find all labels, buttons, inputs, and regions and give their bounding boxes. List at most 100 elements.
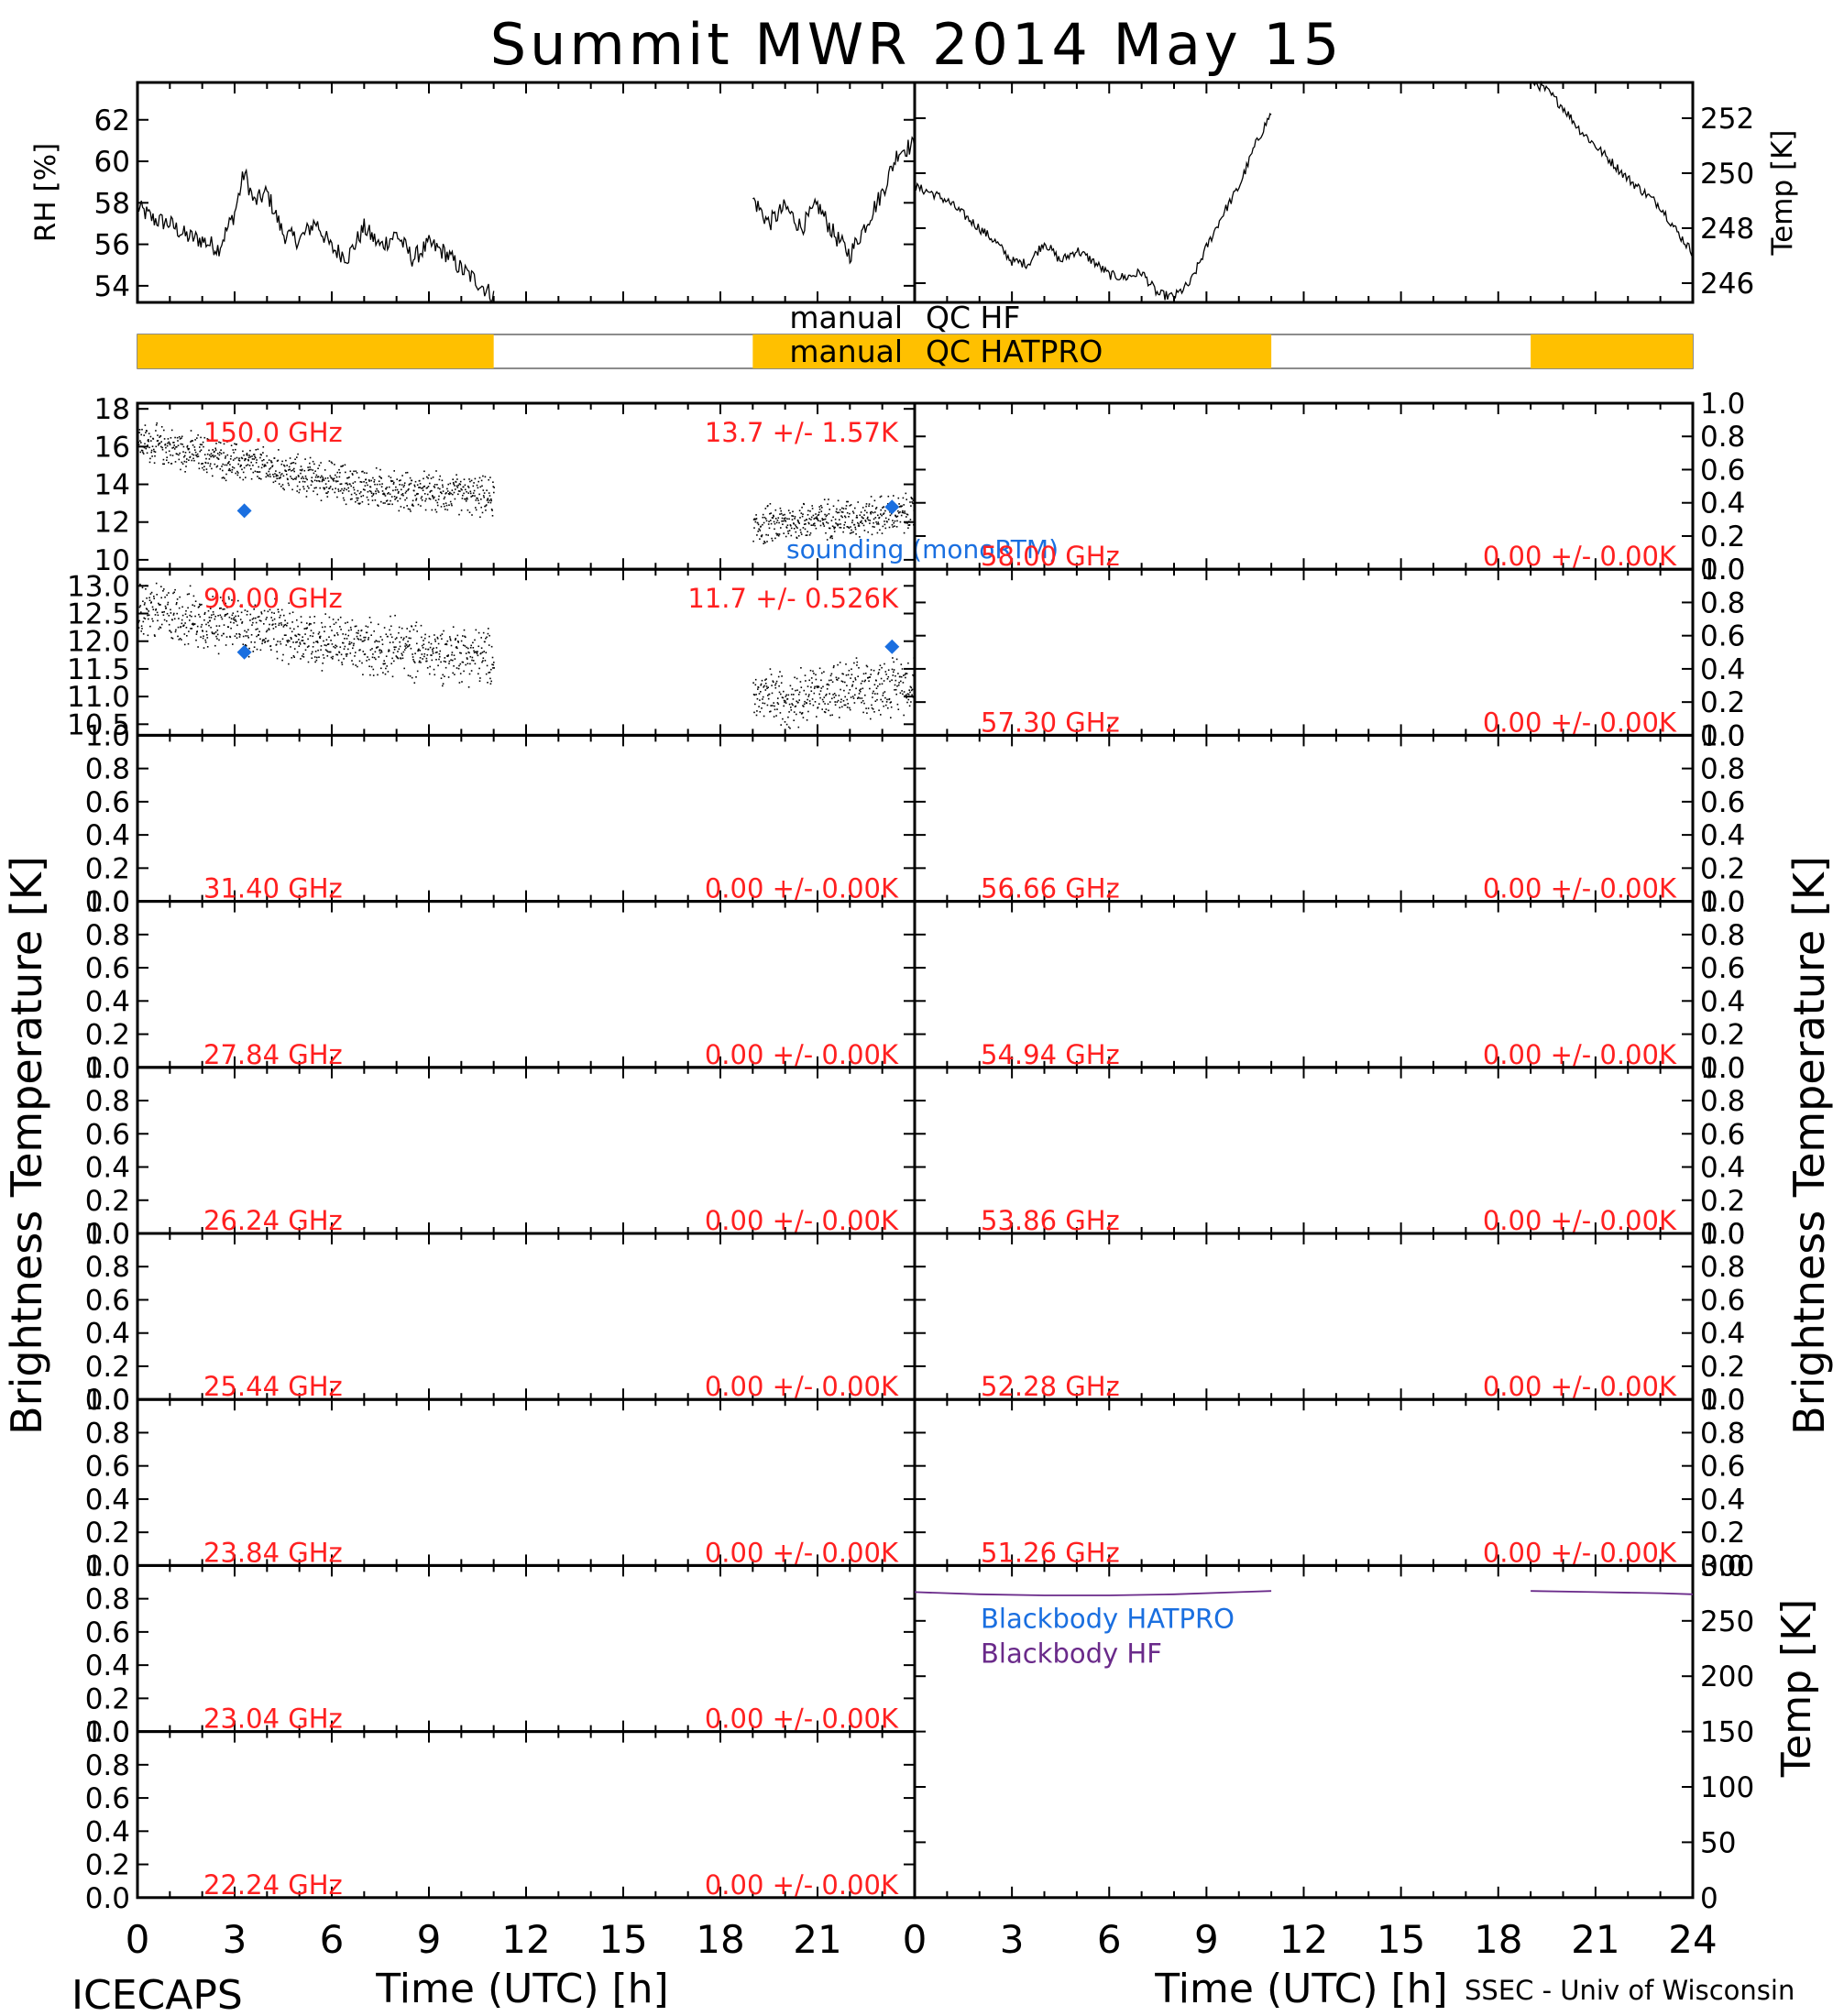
data-point bbox=[303, 469, 306, 472]
data-point bbox=[880, 677, 883, 680]
data-point bbox=[320, 499, 323, 501]
data-point bbox=[165, 451, 168, 454]
data-point bbox=[231, 614, 234, 617]
data-point bbox=[227, 626, 229, 628]
data-point bbox=[854, 677, 856, 679]
data-point bbox=[307, 469, 310, 472]
data-point bbox=[143, 604, 146, 606]
data-point bbox=[877, 523, 880, 525]
data-point bbox=[149, 625, 151, 628]
data-point bbox=[221, 466, 223, 467]
data-point bbox=[193, 459, 195, 462]
data-point bbox=[313, 490, 314, 492]
data-point bbox=[206, 634, 208, 636]
data-point bbox=[867, 519, 870, 521]
data-point bbox=[910, 686, 913, 689]
data-point bbox=[858, 523, 860, 525]
data-point bbox=[379, 652, 381, 654]
left-8-xticks bbox=[137, 1565, 916, 1732]
data-point bbox=[181, 435, 183, 438]
y-tick-label: 0.6 bbox=[1700, 1451, 1745, 1484]
data-point bbox=[831, 537, 833, 540]
data-point bbox=[764, 679, 766, 681]
data-point bbox=[401, 636, 402, 639]
data-point bbox=[216, 456, 218, 459]
data-point bbox=[319, 635, 322, 638]
data-point bbox=[164, 605, 167, 608]
data-point bbox=[380, 500, 382, 503]
data-point bbox=[842, 531, 844, 533]
data-point bbox=[326, 650, 328, 652]
data-point bbox=[198, 467, 201, 470]
data-point bbox=[204, 639, 206, 641]
data-point bbox=[446, 488, 448, 490]
data-point bbox=[347, 487, 349, 489]
data-point bbox=[385, 655, 388, 657]
data-point bbox=[313, 616, 316, 618]
data-point bbox=[289, 468, 291, 471]
data-point bbox=[379, 476, 380, 477]
data-point bbox=[153, 597, 155, 599]
data-point bbox=[295, 477, 298, 478]
data-point bbox=[208, 449, 210, 452]
y-tick-label: 0.6 bbox=[85, 1118, 130, 1151]
data-point bbox=[175, 629, 177, 631]
data-point bbox=[771, 537, 773, 540]
data-point bbox=[290, 637, 292, 639]
data-point bbox=[825, 708, 828, 710]
data-point bbox=[912, 499, 915, 501]
data-point bbox=[793, 528, 796, 530]
data-point bbox=[422, 489, 424, 491]
data-point bbox=[287, 641, 289, 643]
qc-hatpro-label-left: manual bbox=[789, 334, 903, 369]
data-point bbox=[782, 696, 785, 699]
data-point bbox=[432, 495, 434, 497]
data-point bbox=[906, 516, 907, 518]
data-point bbox=[844, 696, 846, 698]
data-point bbox=[220, 453, 223, 455]
data-point bbox=[437, 664, 439, 667]
left-5-freq-label: 26.24 GHz bbox=[203, 1205, 343, 1236]
data-point bbox=[322, 477, 324, 480]
data-point bbox=[211, 455, 214, 457]
data-point bbox=[265, 637, 267, 640]
data-point bbox=[477, 651, 478, 652]
data-point bbox=[236, 470, 238, 473]
data-point bbox=[220, 607, 222, 609]
data-point bbox=[762, 696, 764, 698]
data-point bbox=[845, 674, 848, 676]
data-point bbox=[312, 635, 313, 638]
data-point bbox=[824, 711, 827, 714]
data-point bbox=[158, 602, 159, 605]
data-point bbox=[832, 505, 835, 508]
data-point bbox=[223, 624, 225, 626]
y-tick-label: 0.6 bbox=[1700, 620, 1745, 653]
y-tick-label: 0.8 bbox=[1700, 1251, 1745, 1284]
data-point bbox=[198, 462, 200, 465]
data-point bbox=[390, 625, 392, 628]
y-tick-label: 0.4 bbox=[1700, 1484, 1745, 1517]
data-point bbox=[877, 514, 879, 517]
data-point bbox=[464, 498, 466, 500]
data-point bbox=[147, 634, 149, 637]
data-point bbox=[460, 488, 462, 490]
data-point bbox=[858, 525, 861, 527]
data-point bbox=[471, 659, 473, 662]
data-point bbox=[754, 518, 757, 520]
data-point bbox=[255, 629, 258, 630]
data-point bbox=[432, 496, 434, 498]
data-point bbox=[452, 672, 454, 674]
y-tick-label: 60 bbox=[94, 146, 130, 179]
data-point bbox=[313, 463, 315, 466]
data-point bbox=[322, 477, 324, 478]
data-point bbox=[787, 532, 790, 534]
data-point bbox=[875, 507, 878, 509]
data-point bbox=[203, 647, 205, 649]
data-point bbox=[274, 597, 276, 600]
data-point bbox=[392, 652, 395, 654]
data-point bbox=[302, 640, 304, 641]
data-point bbox=[371, 495, 373, 498]
data-point bbox=[828, 709, 829, 712]
data-point bbox=[406, 628, 408, 630]
data-point bbox=[783, 699, 785, 702]
